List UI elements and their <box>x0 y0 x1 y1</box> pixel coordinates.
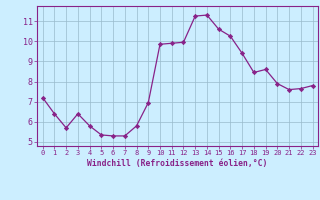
X-axis label: Windchill (Refroidissement éolien,°C): Windchill (Refroidissement éolien,°C) <box>87 159 268 168</box>
